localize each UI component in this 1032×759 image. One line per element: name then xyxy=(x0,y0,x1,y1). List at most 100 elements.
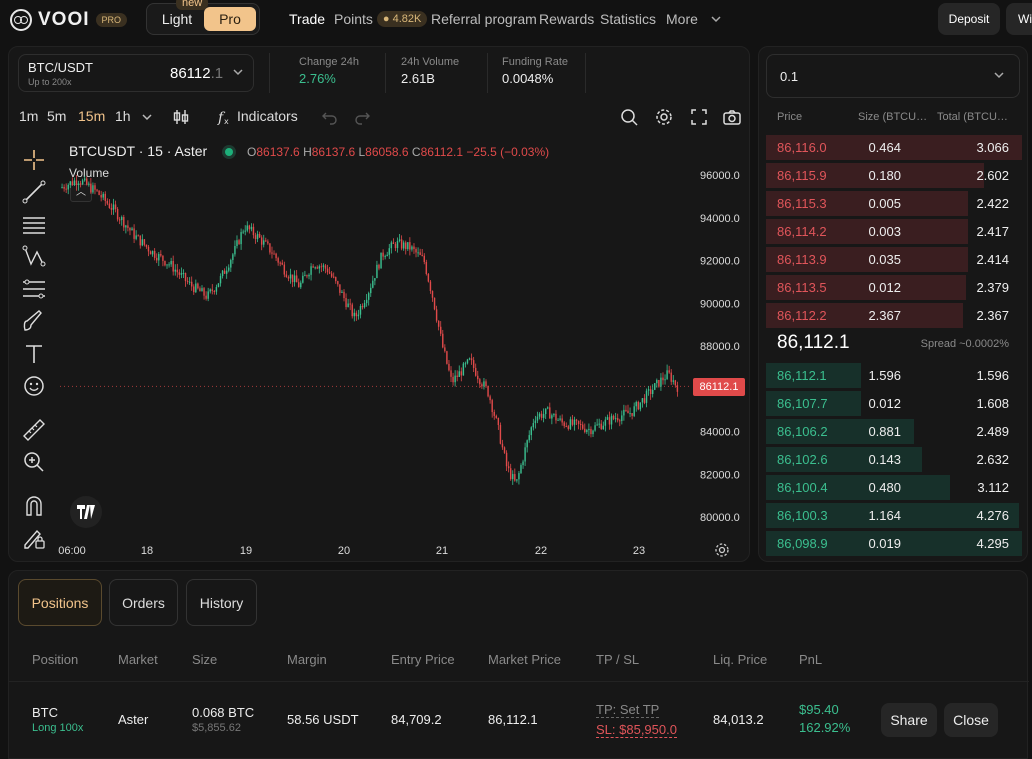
indicators-button[interactable]: Indicators xyxy=(237,108,298,124)
ask-price: 86,115.9 xyxy=(777,168,827,183)
candle-body xyxy=(662,377,664,381)
ohlc-high: 86137.6 xyxy=(311,145,356,159)
nav-rewards[interactable]: Rewards xyxy=(539,11,594,27)
emoji-icon[interactable] xyxy=(21,373,47,399)
market-selector[interactable]: BTC/USDT Up to 200x 86112.1 xyxy=(18,54,254,92)
ask-row[interactable]: 86,115.9 0.180 2.602 xyxy=(759,163,1027,188)
ask-row[interactable]: 86,114.2 0.003 2.417 xyxy=(759,219,1027,244)
bid-row[interactable]: 86,106.2 0.881 2.489 xyxy=(759,419,1027,444)
candle-body xyxy=(386,254,388,257)
bid-size: 0.881 xyxy=(868,424,901,439)
tab-orders[interactable]: Orders xyxy=(109,579,178,626)
timeframe-15m[interactable]: 15m xyxy=(78,108,106,124)
candle-body xyxy=(213,290,216,292)
candle-body xyxy=(446,351,448,364)
nav-referral[interactable]: Referral program xyxy=(431,11,537,27)
price-grouping-select[interactable]: 0.1 xyxy=(766,54,1020,98)
text-tool-icon[interactable] xyxy=(21,341,47,367)
tab-positions[interactable]: Positions xyxy=(18,579,102,626)
magnet-icon[interactable] xyxy=(21,493,47,519)
chart-settings-icon[interactable] xyxy=(714,542,730,558)
candle-body xyxy=(337,281,339,285)
y-tick-label: 80000.0 xyxy=(700,512,740,524)
horizontal-lines-icon[interactable] xyxy=(21,211,47,237)
ask-size: 0.003 xyxy=(868,224,901,239)
nav-trade[interactable]: Trade xyxy=(289,11,325,27)
candle-body xyxy=(619,420,621,422)
bid-price: 86,107.7 xyxy=(777,396,828,411)
tab-history[interactable]: History xyxy=(186,579,257,626)
bid-price: 86,106.2 xyxy=(777,424,828,439)
nav-points[interactable]: Points ● 4.82K xyxy=(334,11,428,27)
candle-body xyxy=(553,413,555,416)
bid-row[interactable]: 86,112.1 1.596 1.596 xyxy=(759,363,1027,388)
timeframe-1m[interactable]: 1m xyxy=(19,108,39,124)
light-mode-button[interactable]: Light xyxy=(161,11,193,27)
withdraw-button[interactable]: Withdraw xyxy=(1006,3,1032,35)
ohlc-close: 86112.1 xyxy=(420,145,464,159)
pro-mode-button[interactable]: Pro xyxy=(204,7,256,31)
trend-line-icon[interactable] xyxy=(21,179,47,205)
candle-body xyxy=(509,468,512,480)
stop-loss-link[interactable]: SL: $85,950.0 xyxy=(596,722,677,738)
volume-label: Volume xyxy=(69,166,110,180)
candle-type-icon[interactable] xyxy=(171,107,191,127)
candle-body xyxy=(493,412,495,416)
pattern-tool-icon[interactable] xyxy=(21,244,47,270)
deposit-button[interactable]: Deposit xyxy=(938,3,1000,35)
candle-body xyxy=(442,333,444,348)
ask-row[interactable]: 86,113.5 0.012 2.379 xyxy=(759,275,1027,300)
candle-body xyxy=(606,417,609,420)
candle-body xyxy=(279,262,281,264)
tradingview-logo[interactable] xyxy=(70,496,102,528)
brush-icon[interactable] xyxy=(21,308,47,334)
col-tp-sl: TP / SL xyxy=(596,652,640,667)
chart-panel: BTC/USDT Up to 200x 86112.1 Change 24h 2… xyxy=(8,46,750,562)
ask-row[interactable]: 86,112.2 2.367 2.367 xyxy=(759,303,1027,328)
ask-price: 86,115.3 xyxy=(777,196,827,211)
position-pnl-percent: 162.92% xyxy=(799,720,851,735)
bid-row[interactable]: 86,102.6 0.143 2.632 xyxy=(759,447,1027,472)
bid-row[interactable]: 86,100.4 0.480 3.112 xyxy=(759,475,1027,500)
ruler-icon[interactable] xyxy=(21,417,47,443)
price-chart[interactable]: 96000.094000.092000.090000.088000.086000… xyxy=(52,118,742,558)
zoom-in-icon[interactable] xyxy=(21,449,47,475)
timeframe-5m[interactable]: 5m xyxy=(47,108,67,124)
collapse-legend-button[interactable]: ︿ xyxy=(70,184,92,202)
crosshair-icon[interactable] xyxy=(21,147,47,173)
lock-drawings-icon[interactable] xyxy=(21,525,47,551)
nav-statistics[interactable]: Statistics xyxy=(600,11,656,27)
close-position-button[interactable]: Close xyxy=(944,703,998,737)
candle-body xyxy=(275,253,277,259)
candle-body xyxy=(536,416,539,421)
ask-row[interactable]: 86,113.9 0.035 2.414 xyxy=(759,247,1027,272)
candle-body xyxy=(219,276,222,284)
ask-row[interactable]: 86,115.3 0.005 2.422 xyxy=(759,191,1027,216)
candle-body xyxy=(483,381,485,387)
candle-body xyxy=(69,181,72,185)
bid-row[interactable]: 86,107.7 0.012 1.608 xyxy=(759,391,1027,416)
fullscreen-icon[interactable] xyxy=(689,107,709,127)
ask-size: 0.035 xyxy=(868,252,901,267)
brand-logo[interactable]: VOOI PRO xyxy=(10,9,128,31)
timeframe-1h[interactable]: 1h xyxy=(115,108,131,124)
candle-body xyxy=(355,312,358,317)
nav-more[interactable]: More xyxy=(666,11,722,27)
quick-search-icon[interactable] xyxy=(619,107,639,127)
bid-row[interactable]: 86,100.3 1.164 4.276 xyxy=(759,503,1027,528)
set-tp-link[interactable]: TP: Set TP xyxy=(596,702,660,718)
ask-row[interactable]: 86,116.0 0.464 3.066 xyxy=(759,135,1027,160)
candle-body xyxy=(405,242,407,249)
redo-icon[interactable] xyxy=(353,107,373,127)
share-button[interactable]: Share xyxy=(881,703,937,737)
candle-body xyxy=(596,424,598,426)
undo-icon[interactable] xyxy=(319,107,339,127)
camera-icon[interactable] xyxy=(722,107,742,127)
candle-body xyxy=(302,275,304,283)
fib-retracement-icon[interactable] xyxy=(21,276,47,302)
candle-body xyxy=(86,178,88,185)
bid-row[interactable]: 86,098.9 0.019 4.295 xyxy=(759,531,1027,556)
settings-gear-icon[interactable] xyxy=(654,107,674,127)
chevron-down-icon[interactable] xyxy=(137,107,157,127)
